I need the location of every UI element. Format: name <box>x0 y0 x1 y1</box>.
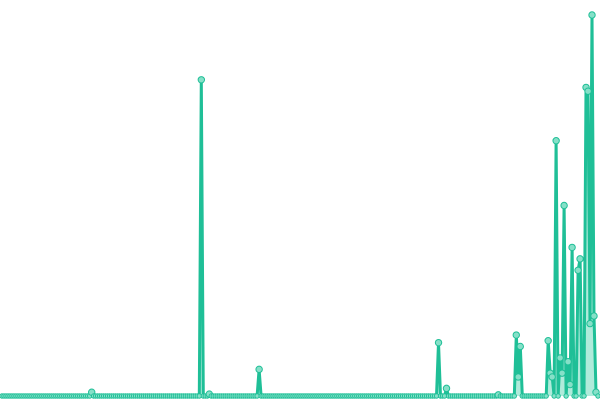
data-point <box>442 384 451 393</box>
data-point <box>544 337 552 345</box>
data-point <box>434 338 443 347</box>
series-area <box>2 15 598 396</box>
data-point <box>511 393 517 399</box>
data-point <box>566 380 574 389</box>
data-point <box>560 201 568 210</box>
data-point <box>548 373 556 381</box>
point-layer <box>0 11 600 399</box>
data-point <box>568 243 576 252</box>
data-point <box>543 393 549 399</box>
data-point <box>573 393 579 399</box>
series-line <box>2 13 600 398</box>
data-point <box>581 393 587 399</box>
data-point <box>255 365 263 374</box>
data-point <box>563 393 569 399</box>
data-point <box>576 255 584 263</box>
line-layer <box>2 13 600 398</box>
data-point <box>584 87 592 95</box>
data-point <box>197 76 206 84</box>
data-point <box>586 319 594 328</box>
data-point <box>512 331 520 339</box>
area-layer <box>2 15 598 396</box>
data-point <box>552 137 560 145</box>
data-point <box>556 354 564 362</box>
data-point <box>516 342 524 351</box>
data-point <box>574 266 582 274</box>
data-point <box>564 358 572 366</box>
data-point <box>514 373 522 381</box>
data-point <box>588 11 596 19</box>
data-point <box>590 312 598 320</box>
data-point <box>555 393 561 399</box>
data-point <box>558 369 566 377</box>
data-point <box>595 393 600 399</box>
